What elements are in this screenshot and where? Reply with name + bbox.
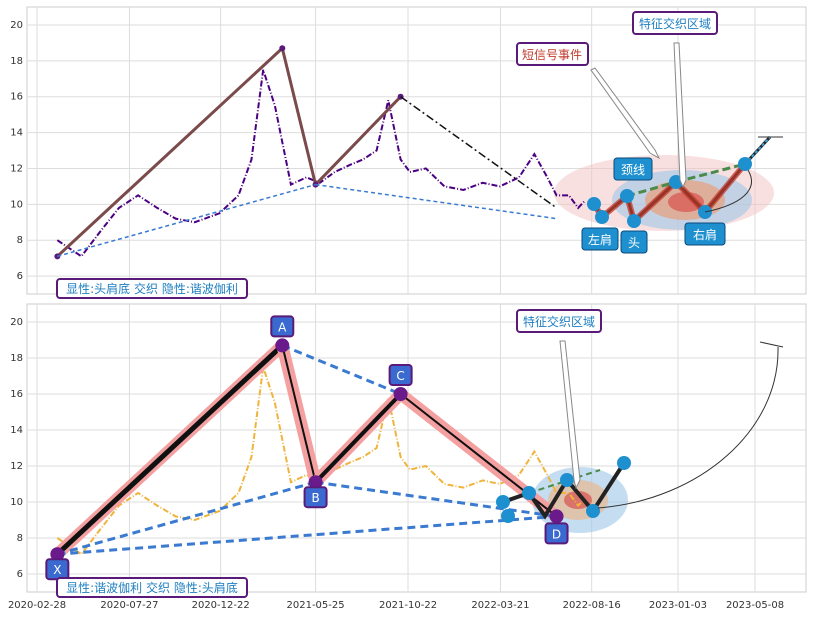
harmonic-ac [281,344,402,396]
y-tick-label: 20 [10,317,23,328]
svg-text:特征交织区域: 特征交织区域 [523,314,595,329]
svg-text:X: X [53,563,61,577]
curve-arrow [704,169,752,213]
top-caption: 显性:头肩底 交织 隐性:谐波伽利 [56,278,248,299]
harmonic-xd [57,514,557,556]
y-tick-label: 16 [10,92,23,103]
y-tick-label: 6 [17,271,23,282]
harmonic-point [50,547,65,562]
harmonic-point-label: D [544,522,569,545]
svg-text:B: B [311,491,319,505]
harmonic-point [549,509,564,524]
x-tick-label: 2022-08-16 [563,600,621,611]
y-tick-label: 12 [10,163,23,174]
y-tick-label: 14 [10,425,23,436]
zone-arrow-top [673,42,687,189]
y-tick-label: 14 [10,128,23,139]
harmonic-point-label: B [303,486,328,509]
abcd-point [279,45,286,52]
svg-text:右肩: 右肩 [693,227,717,242]
zone-label-bottom: 特征交织区域 [516,309,602,333]
bd-line [315,183,557,220]
y-tick-label: 16 [10,389,23,400]
harmonic-point [275,338,290,353]
y-tick-label: 10 [10,199,23,210]
svg-text:头: 头 [628,236,640,250]
y-tick-label: 20 [10,20,23,31]
y-tick-label: 8 [17,235,23,246]
y-tick-label: 6 [17,569,23,580]
harmonic-point-label: X [45,558,70,581]
svg-text:颈线: 颈线 [621,163,645,177]
x-tick-label: 2023-05-08 [726,600,784,611]
xb-line [57,183,316,258]
head-label: 头 [620,230,648,254]
hs-points-bottom [496,456,631,523]
neckline [626,180,677,198]
top-panel-frame [26,6,807,295]
curve-arrow-bottom [597,346,779,509]
svg-text:C: C [396,369,404,383]
y-tick-label: 10 [10,497,23,508]
x-tick-label: 2020-07-27 [100,600,158,611]
target-mark-bottom [759,341,784,348]
x-tick-label: 2020-12-22 [192,600,250,611]
svg-text:短信号事件: 短信号事件 [522,48,582,62]
short-signal-label: 短信号事件 [516,42,589,66]
price-series-line [56,366,586,556]
x-tick-label: 2022-03-21 [471,600,529,611]
harmonic-bc [314,392,403,484]
neckline-bottom [528,469,601,494]
harmonic-xa [55,343,284,557]
zone-arrow-bottom [559,340,581,490]
x-tick-label: 2021-10-22 [379,600,437,611]
bottom-caption: 显性:谐波伽利 交织 隐性:头肩底 [56,577,248,598]
harmonic-bd [315,480,557,518]
right-shoulder-label: 右肩 [684,222,726,246]
harmonic-xb [56,480,316,556]
svg-text:显性:谐波伽利 交织 隐性:头肩底: 显性:谐波伽利 交织 隐性:头肩底 [66,580,238,595]
svg-text:A: A [278,320,287,334]
svg-text:特征交织区域: 特征交织区域 [639,16,711,31]
left-shoulder-label: 左肩 [581,227,619,251]
zone-label-top: 特征交织区域 [632,11,718,35]
x-tick-label: 2023-01-03 [649,600,707,611]
y-tick-label: 18 [10,56,23,67]
harmonic-point [393,387,408,401]
bottom-panel-frame [26,303,807,593]
harmonic-point-label: C [388,364,413,386]
abcd-line [56,45,402,258]
x-tick-label: 2021-05-25 [287,600,345,611]
top-zone-core [668,192,704,212]
harmonic-point-label: A [270,315,295,338]
svg-text:显性:头肩底 交织 隐性:谐波伽利: 显性:头肩底 交织 隐性:谐波伽利 [66,281,238,296]
y-tick-label: 8 [17,533,23,544]
neckline-label: 颈线 [613,157,653,181]
x-tick-label: 2020-02-28 [8,600,66,611]
y-tick-label: 18 [10,353,23,364]
price-series-line [56,69,586,258]
svg-text:D: D [552,527,561,541]
harmonic-ab [281,345,317,483]
y-tick-label: 12 [10,461,23,472]
harmonic-point [308,475,323,490]
svg-text:左肩: 左肩 [588,232,612,247]
short-signal-arrow [590,67,661,160]
